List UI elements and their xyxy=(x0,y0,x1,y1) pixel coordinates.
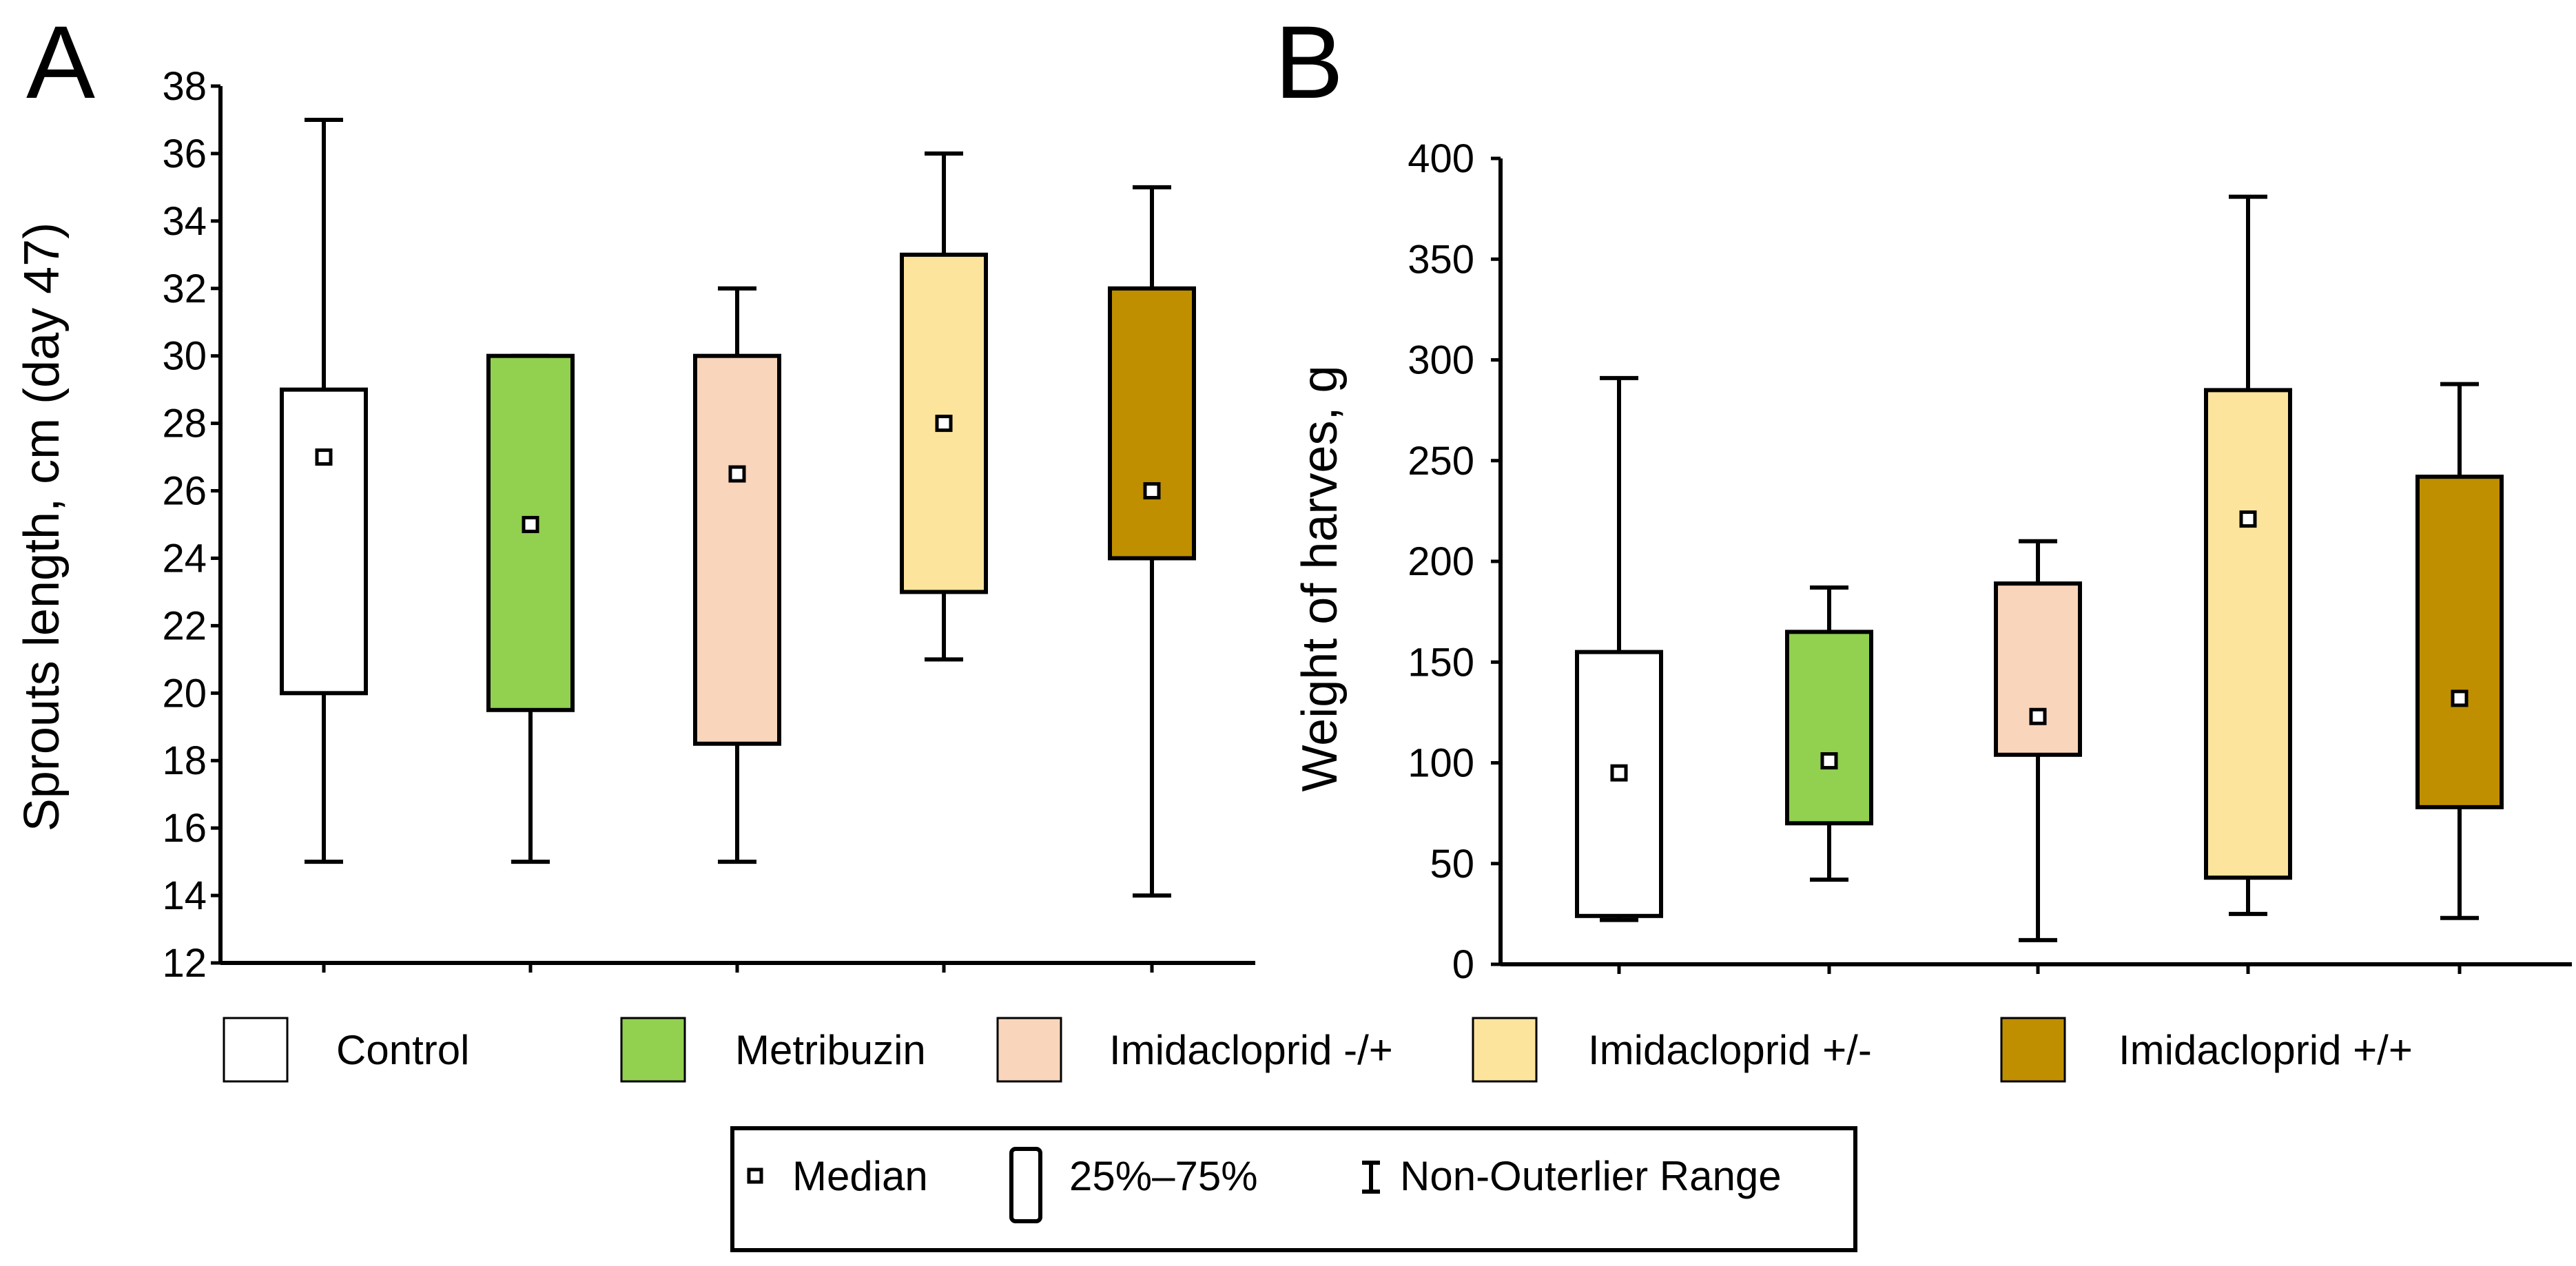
panel-b-y-axis-title: Weight of harves, g xyxy=(1292,366,1348,792)
panel-a-y-tick-label: 16 xyxy=(162,806,207,851)
panel-a-y-tick-label: 30 xyxy=(162,334,207,379)
legend-item-control: Control xyxy=(223,1017,469,1083)
quartile-box-icon xyxy=(1009,1147,1042,1223)
panel-a-y-tick-label: 32 xyxy=(162,267,207,311)
panel-a-y-tick-label: 36 xyxy=(162,132,207,176)
legend-label-imidacloprid-plus-plus: Imidacloprid +/+ xyxy=(2119,1027,2413,1073)
panel-b-y-tick-label: 400 xyxy=(1408,136,1474,181)
panel-a-imidacloprid-plus-plus-quartile-box xyxy=(1108,286,1196,561)
panel-a-y-axis-title: Sprouts length, cm (day 47) xyxy=(14,222,70,831)
panel-b-y-tick-label: 150 xyxy=(1408,640,1474,685)
panel-a-imidacloprid-minus-plus-median-marker xyxy=(728,465,746,483)
median-key-label: Median xyxy=(792,1153,928,1199)
legend-item-imidacloprid-plus-minus: Imidacloprid +/- xyxy=(1472,1017,1872,1083)
panel-a-control-quartile-box xyxy=(280,387,368,696)
panel-b-imidacloprid-plus-plus-median-marker xyxy=(2451,689,2469,707)
whisker-key-label: Non-Outerlier Range xyxy=(1400,1153,1782,1199)
panel-b-imidacloprid-plus-minus-median-marker xyxy=(2239,510,2257,528)
quartile-key-label: 25%–75% xyxy=(1069,1153,1258,1199)
panel-b-control-quartile-box xyxy=(1575,650,1663,918)
legend-label-control: Control xyxy=(336,1027,469,1073)
legend-swatch-imidacloprid-plus-minus xyxy=(1472,1017,1538,1083)
boxplot-key-legend: Median 25%–75% Non-Outerlier Range xyxy=(730,1126,1857,1252)
legend-label-metribuzin: Metribuzin xyxy=(735,1027,926,1073)
panel-b-y-tick-label: 350 xyxy=(1408,237,1474,282)
panel-b: B Weight of harves, g 0 50 100 150 200 250 300… xyxy=(1275,4,2572,987)
panel-a-y-tick-label: 38 xyxy=(162,64,207,109)
panel-b-y-tick-label: 100 xyxy=(1408,741,1474,786)
panel-b-metribuzin-median-marker xyxy=(1820,752,1838,770)
panel-b-y-tick-label: 50 xyxy=(1430,842,1474,886)
legend-label-imidacloprid-plus-minus: Imidacloprid +/- xyxy=(1588,1027,1872,1073)
legend-swatch-imidacloprid-minus-plus xyxy=(996,1017,1062,1083)
legend-item-imidacloprid-minus-plus: Imidacloprid -/+ xyxy=(996,1017,1393,1083)
panel-b-imidacloprid-plus-plus-quartile-box xyxy=(2415,475,2504,809)
panel-b-ticks: 0 50 100 150 200 250 300 350 400 xyxy=(1408,136,1501,987)
panel-b-y-tick-label: 300 xyxy=(1408,338,1474,383)
panel-a-metribuzin-median-marker xyxy=(522,516,539,533)
panel-b-metribuzin-quartile-box xyxy=(1785,630,1873,826)
legend-label-imidacloprid-minus-plus: Imidacloprid -/+ xyxy=(1109,1027,1393,1073)
panel-b-y-tick-label: 200 xyxy=(1408,539,1474,584)
panel-a-y-tick-label: 22 xyxy=(162,603,207,648)
panel-b-imidacloprid-plus-minus-quartile-box xyxy=(2204,388,2292,880)
group-legend: Control Metribuzin Imidacloprid -/+ Imid… xyxy=(223,1017,2413,1083)
panel-a-y-tick-label: 34 xyxy=(162,199,207,244)
panel-a-y-tick-label: 18 xyxy=(162,738,207,783)
legend-swatch-control xyxy=(223,1017,289,1083)
boxplot-key-frame xyxy=(730,1126,1857,1252)
panel-a-y-tick-label: 20 xyxy=(162,671,207,716)
panel-a-imidacloprid-minus-plus-quartile-box xyxy=(693,353,781,746)
panel-b-imidacloprid-minus-plus-median-marker xyxy=(2029,707,2047,725)
panel-b-letter: B xyxy=(1275,4,1343,120)
panel-a-plot xyxy=(280,117,1196,973)
panel-a-letter: A xyxy=(26,4,95,120)
legend-item-imidacloprid-plus-plus: Imidacloprid +/+ xyxy=(2000,1017,2413,1083)
panel-b-plot xyxy=(1575,194,2504,974)
whisker-range-icon xyxy=(1362,1161,1380,1194)
panel-a-y-tick-label: 14 xyxy=(162,873,207,918)
panel-a-imidacloprid-plus-plus-median-marker xyxy=(1143,482,1161,500)
panel-a-y-tick-label: 12 xyxy=(162,941,207,986)
panel-b-control-median-marker xyxy=(1610,764,1628,782)
panel-b-imidacloprid-minus-plus-quartile-box xyxy=(1994,581,2082,757)
median-marker-icon xyxy=(747,1168,763,1184)
panel-a-control-median-marker xyxy=(315,448,333,466)
panel-a-imidacloprid-plus-minus-median-marker xyxy=(935,415,953,433)
legend-swatch-imidacloprid-plus-plus xyxy=(2000,1017,2066,1083)
legend-item-metribuzin: Metribuzin xyxy=(620,1017,926,1083)
panel-a: A Sprouts length, cm (day 47) 12 14 16 18 20… xyxy=(14,4,1255,986)
panel-a-ticks: 12 14 16 18 20 22 24 26 28 30 32 34 36 38 xyxy=(162,64,220,986)
panel-b-y-tick-label: 0 xyxy=(1452,942,1474,987)
legend-swatch-metribuzin xyxy=(620,1017,686,1083)
panel-a-y-tick-label: 26 xyxy=(162,469,207,514)
panel-a-y-tick-label: 28 xyxy=(162,402,207,446)
panel-b-y-tick-label: 250 xyxy=(1408,439,1474,484)
panel-a-y-tick-label: 24 xyxy=(162,536,207,581)
